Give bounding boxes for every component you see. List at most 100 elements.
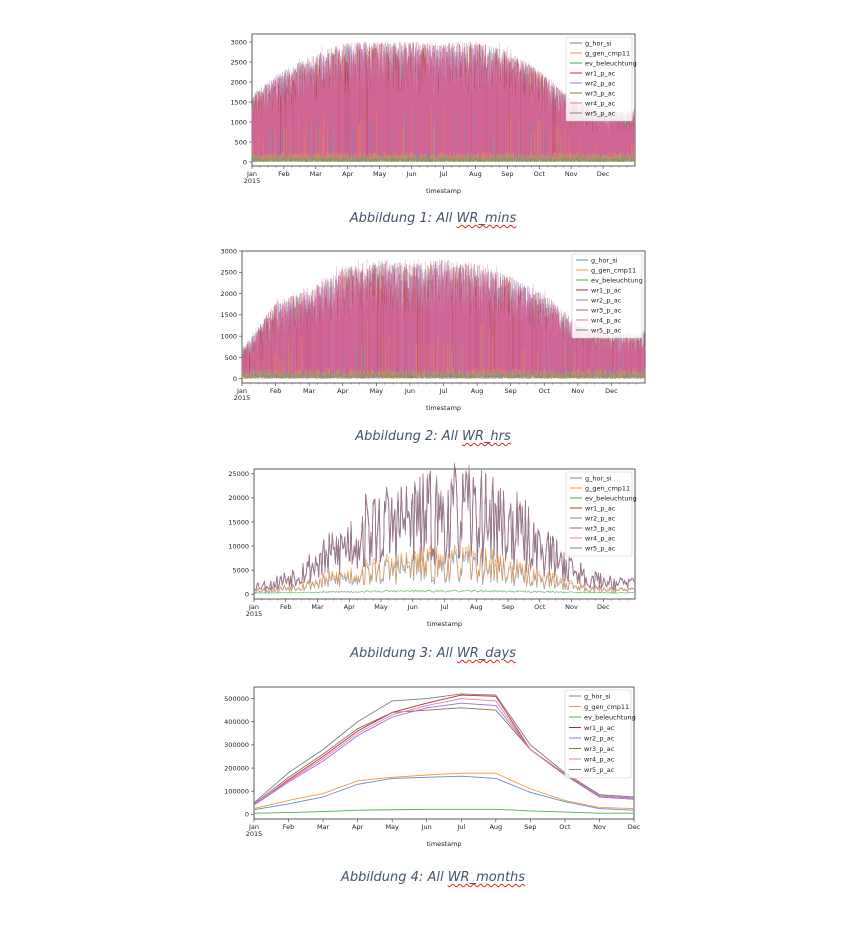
legend-box: [565, 471, 633, 557]
y-tick-label: 5000: [232, 566, 249, 574]
y-tick-label: 0: [245, 590, 249, 598]
x-tick-label: Dec: [597, 603, 610, 611]
x-tick-label: 2015: [246, 610, 263, 618]
caption-figure-2: Abbildung 2: All WR_hrs: [0, 429, 866, 444]
legend-entry: g_gen_cmp11: [584, 703, 629, 711]
x-tick-label: Dec: [597, 170, 610, 178]
y-tick-label: 500: [235, 138, 247, 146]
x-tick-label: Apr: [352, 823, 364, 831]
y-tick-label: 1000: [220, 332, 237, 340]
legend-entry: g_hor_si: [591, 256, 618, 264]
x-tick-label: Mar: [310, 170, 323, 178]
legend-entry: wr2_p_ac: [585, 514, 616, 522]
legend-entry: ev_beleuchtung: [585, 494, 637, 502]
series-line-wr5_p_ac: [253, 464, 635, 591]
x-tick-label: Oct: [534, 603, 546, 611]
y-tick-label: 300000: [224, 741, 249, 749]
x-tick-label: Nov: [593, 823, 606, 831]
legend-entry: g_hor_si: [585, 39, 612, 47]
x-tick-label: 2015: [244, 177, 261, 185]
x-axis-label: timestamp: [427, 620, 462, 628]
x-tick-label: Jan: [248, 603, 259, 611]
x-tick-label: May: [385, 823, 399, 831]
series-line-g_gen_cmp11: [253, 543, 635, 594]
y-tick-label: 400000: [224, 718, 249, 726]
caption-underlined: WR_mins: [456, 211, 517, 226]
legend-entry: wr3_p_ac: [591, 306, 622, 314]
x-tick-label: May: [374, 603, 388, 611]
caption-prefix: Abbildung 1: All: [349, 211, 457, 226]
legend-entry: wr5_p_ac: [585, 544, 616, 552]
y-tick-label: 20000: [228, 494, 249, 502]
x-tick-label: Feb: [280, 603, 292, 611]
legend-box: [565, 36, 633, 122]
chart-figure-4: 0 100000 200000 300000 400000 500000 Jan 2015 Fe…: [210, 683, 650, 855]
x-tick-label: 2015: [246, 830, 263, 838]
legend-entry: wr4_p_ac: [585, 99, 616, 107]
legend-entry: ev_beleuchtung: [585, 59, 637, 67]
x-tick-label: Aug: [471, 387, 484, 395]
y-tick-label: 1500: [220, 311, 237, 319]
legend-entry: ev_beleuchtung: [591, 276, 643, 284]
series-group: [251, 42, 636, 162]
x-axis-label: timestamp: [426, 404, 461, 412]
x-tick-label: 2015: [234, 394, 251, 402]
y-tick-label: 15000: [228, 518, 249, 526]
x-axis-label: timestamp: [426, 187, 461, 195]
y-tick-label: 2500: [220, 269, 237, 277]
y-tick-label: 500: [225, 354, 237, 362]
y-tick-label: 2000: [230, 78, 247, 86]
caption-prefix: Abbildung 4: All: [340, 870, 448, 885]
caption-figure-1: Abbildung 1: All WR_mins: [0, 211, 866, 226]
y-tick-label: 0: [243, 158, 247, 166]
x-tick-label: Aug: [489, 823, 502, 831]
x-tick-label: Mar: [317, 823, 330, 831]
x-tick-label: Sep: [505, 387, 517, 395]
legend-entry: wr2_p_ac: [585, 79, 616, 87]
x-tick-label: Jan: [248, 823, 259, 831]
legend-entry: wr5_p_ac: [585, 109, 616, 117]
caption-underlined: WR_hrs: [462, 429, 511, 444]
series-line-ev_beleuchtung: [253, 808, 634, 814]
caption-figure-3: Abbildung 3: All WR_days: [0, 646, 866, 661]
legend-entry: g_hor_si: [585, 474, 612, 482]
x-tick-label: Mar: [311, 603, 324, 611]
x-tick-label: Jun: [406, 170, 417, 178]
legend-entry: wr3_p_ac: [584, 745, 615, 753]
x-tick-label: Sep: [524, 823, 536, 831]
legend-entry: wr4_p_ac: [584, 755, 615, 763]
legend-entry: wr4_p_ac: [591, 316, 622, 324]
legend-entry: ev_beleuchtung: [584, 713, 636, 721]
x-tick-label: Jul: [456, 823, 465, 831]
y-tick-label: 500000: [224, 695, 249, 703]
x-tick-label: Nov: [571, 387, 584, 395]
y-tick-label: 2500: [230, 58, 247, 66]
series-line-ev_beleuchtung: [253, 589, 635, 594]
legend-entry: wr2_p_ac: [584, 734, 615, 742]
x-tick-label: Sep: [502, 603, 514, 611]
y-tick-label: 200000: [224, 764, 249, 772]
x-tick-label: Apr: [342, 170, 354, 178]
series-group: [253, 462, 635, 594]
legend-entry: wr5_p_ac: [591, 326, 622, 334]
y-tick-label: 10000: [228, 542, 249, 550]
legend-entry: g_gen_cmp11: [585, 49, 630, 57]
series-line-ev_beleuchtung: [241, 373, 645, 379]
y-tick-label: 1500: [230, 98, 247, 106]
caption-underlined: WR_days: [456, 646, 516, 661]
x-tick-label: Dec: [628, 823, 641, 831]
legend-entry: g_gen_cmp11: [591, 266, 636, 274]
series-line-g_gen_cmp11: [253, 772, 635, 810]
legend-entry: wr1_p_ac: [585, 504, 616, 512]
legend-entry: g_gen_cmp11: [585, 484, 630, 492]
y-tick-label: 2000: [220, 290, 237, 298]
chart-figure-3: 0 5000 10000 15000 20000 25000 Jan 2015 Feb Mar Ap…: [218, 462, 648, 635]
caption-underlined: WR_months: [447, 870, 526, 885]
caption-figure-4: Abbildung 4: All WR_months: [0, 870, 866, 885]
x-tick-label: Mar: [303, 387, 316, 395]
y-tick-label: 3000: [230, 38, 247, 46]
